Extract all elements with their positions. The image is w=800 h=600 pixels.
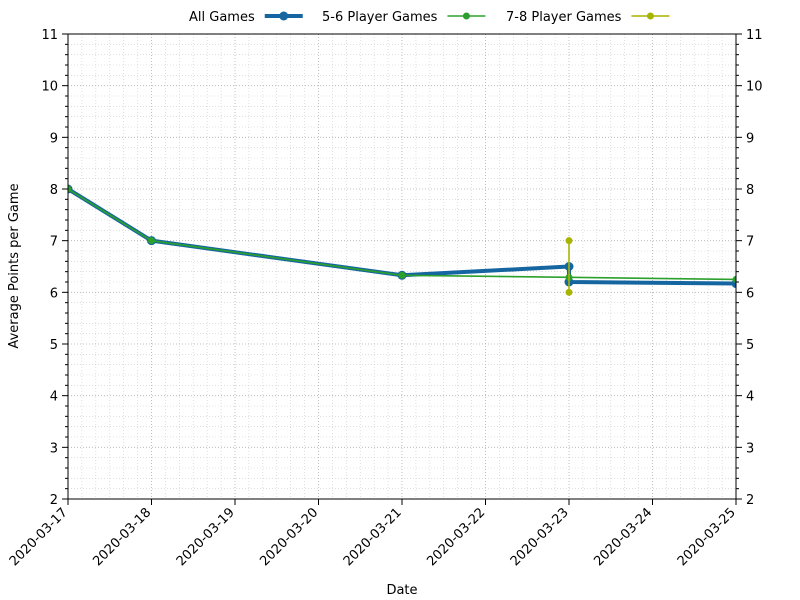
data-point xyxy=(68,185,72,193)
series-layer xyxy=(68,184,736,296)
data-point xyxy=(565,288,573,296)
y-tick-label-right: 8 xyxy=(746,183,754,198)
legend-label: 5-6 Player Games xyxy=(322,10,438,25)
y-tick-label-right: 4 xyxy=(746,390,754,405)
y-tick-label: 6 xyxy=(50,286,58,301)
y-tick-label: 5 xyxy=(50,338,58,353)
y-tick-label-right: 3 xyxy=(746,441,754,456)
y-tick-label: 2 xyxy=(50,493,58,508)
y-tick-label: 7 xyxy=(50,235,58,250)
y-tick-label: 10 xyxy=(41,80,58,95)
data-point xyxy=(565,237,573,245)
y-tick-label: 11 xyxy=(41,28,58,43)
y-tick-label: 8 xyxy=(50,183,58,198)
x-axis-title: Date xyxy=(386,583,417,598)
data-point xyxy=(398,271,406,279)
axis-ticks xyxy=(62,33,742,505)
y-tick-label-right: 6 xyxy=(746,286,754,301)
y-axis-title: Average Points per Game xyxy=(7,183,22,348)
legend: All Games 5-6 Player Games 7-8 Player Game… xyxy=(189,10,670,25)
series-3 xyxy=(565,237,573,296)
y-tick-label: 4 xyxy=(50,390,58,405)
y-tick-label-right: 2 xyxy=(746,493,754,508)
y-tick-label-right: 9 xyxy=(746,131,754,146)
legend-marker xyxy=(279,11,289,21)
y-tick-label: 9 xyxy=(50,131,58,146)
y-tick-label-right: 10 xyxy=(746,80,763,95)
y-tick-label: 3 xyxy=(50,441,58,456)
y-tick-label-right: 7 xyxy=(746,235,754,250)
legend-marker xyxy=(646,12,654,20)
data-point xyxy=(148,237,155,245)
data-point xyxy=(732,275,736,283)
y-tick-label-right: 5 xyxy=(746,338,754,353)
y-tick-label-right: 11 xyxy=(746,28,763,43)
legend-label: All Games xyxy=(189,10,255,25)
legend-marker xyxy=(462,12,470,20)
legend-label: 7-8 Player Games xyxy=(506,10,622,25)
